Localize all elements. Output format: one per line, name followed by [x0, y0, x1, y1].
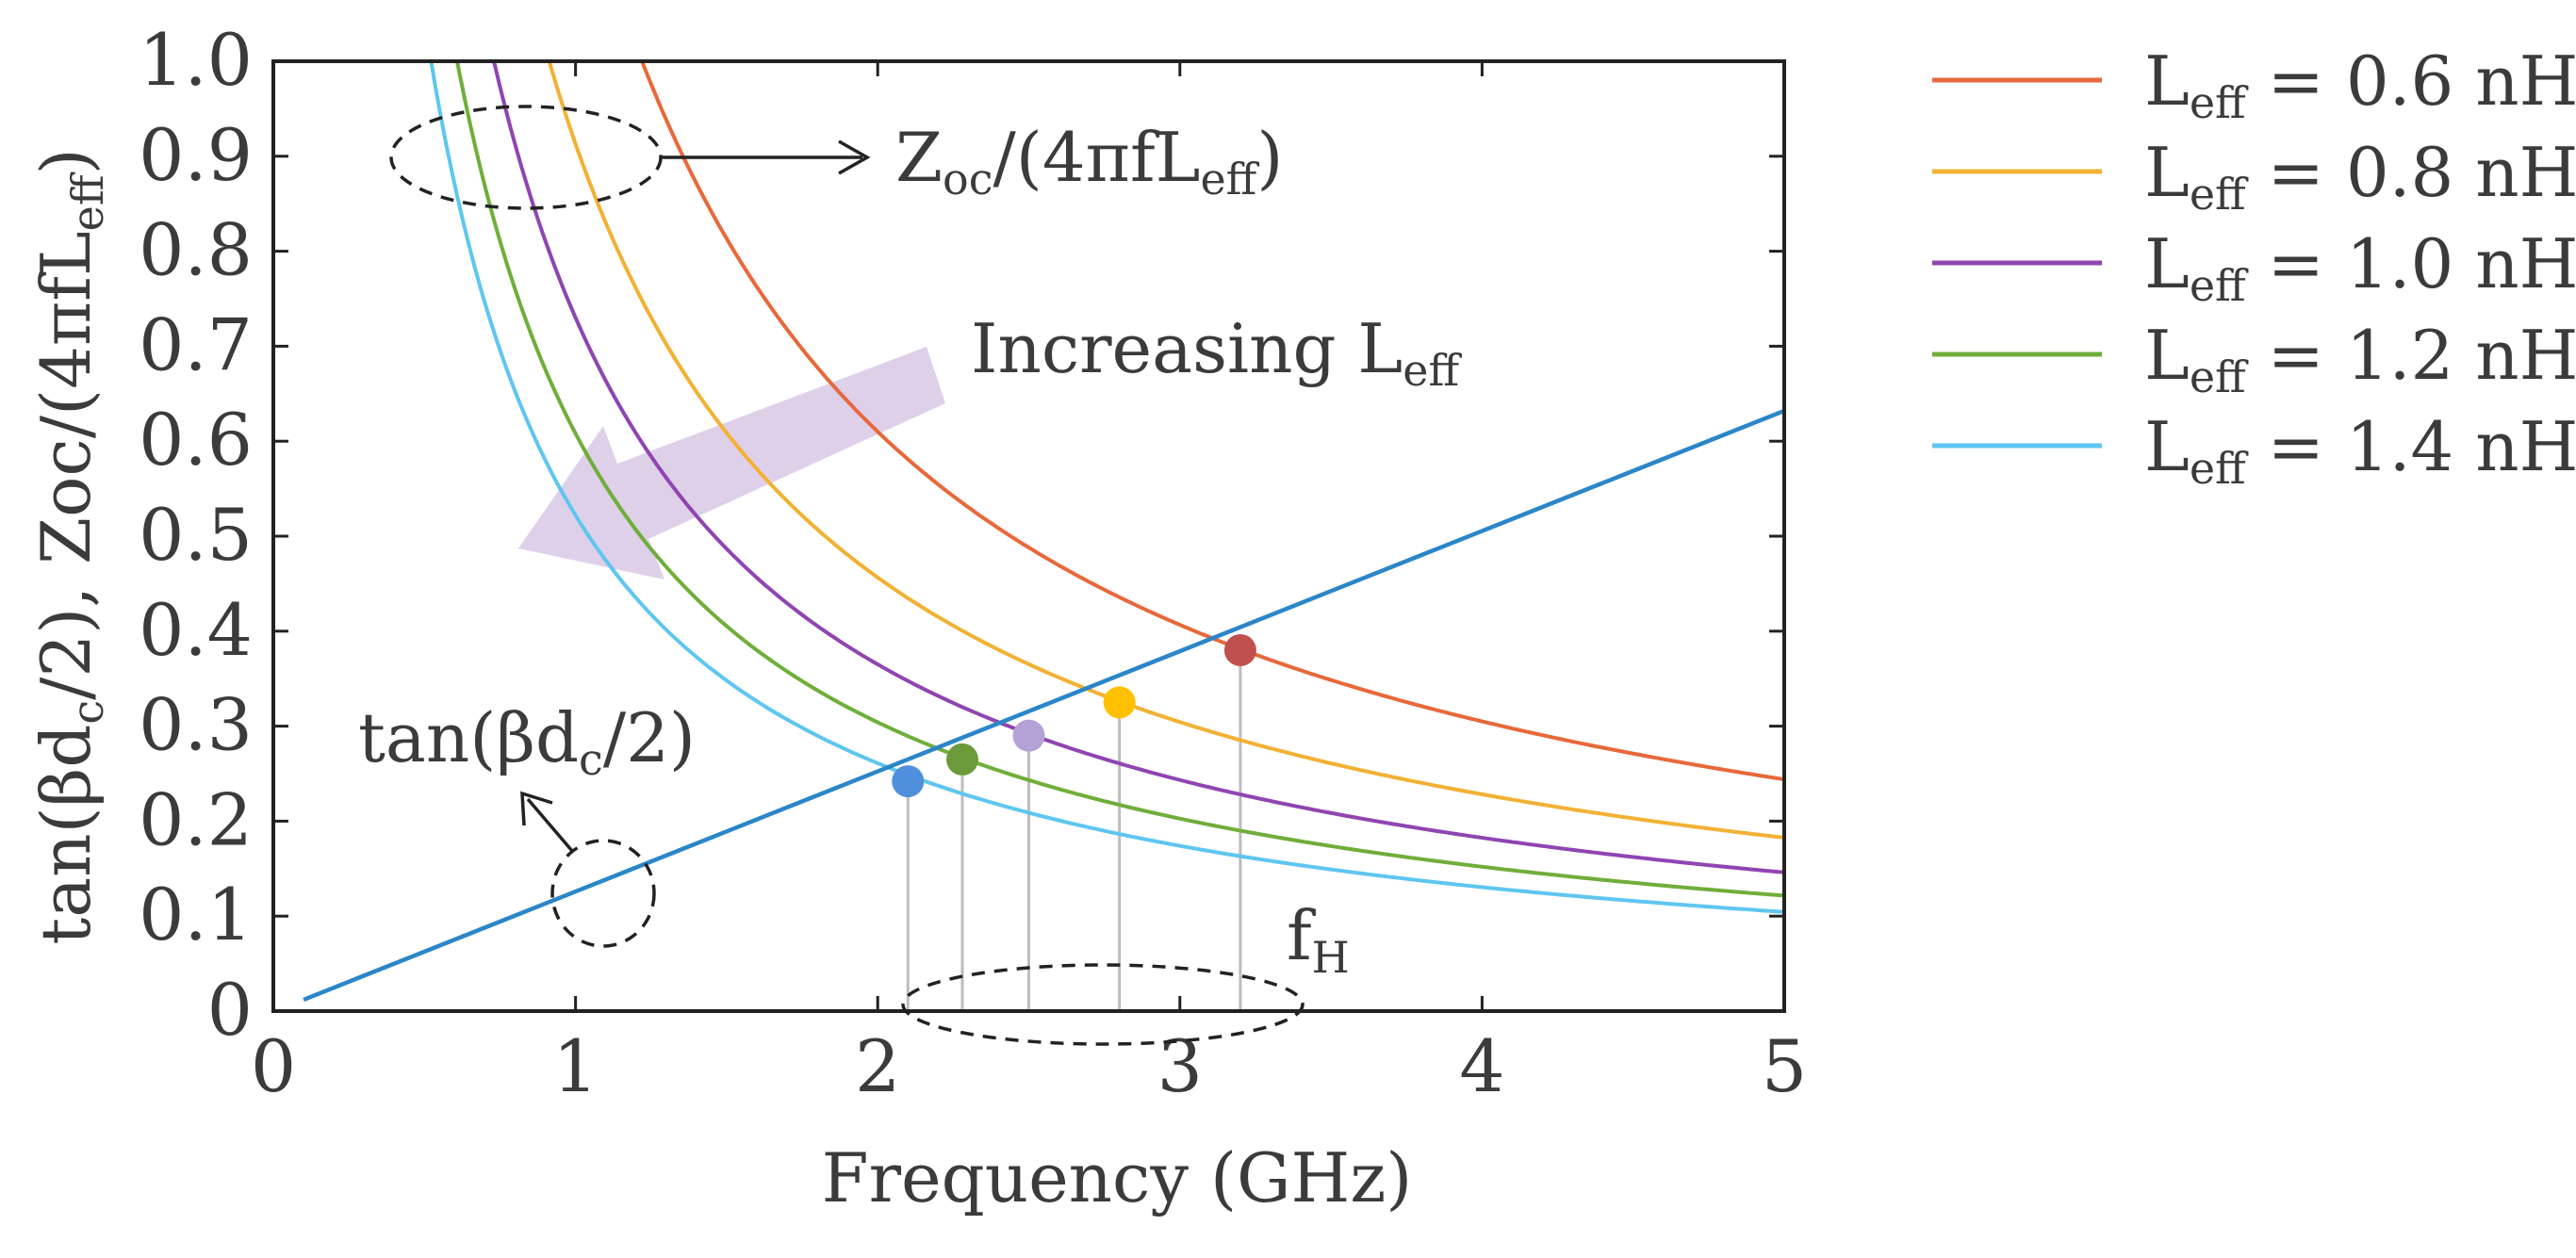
zoc-curve-3	[492, 61, 1784, 874]
zoc-curve-5	[429, 61, 1784, 914]
y-axis-label-sub1: c	[62, 700, 113, 725]
y-axis-label: tan(βdc/2), Zoc/(4πfLeff)	[26, 148, 113, 944]
legend-label-5: Leff = 1.4 nH	[2144, 407, 2576, 494]
zoc-curve-1	[640, 61, 1784, 781]
intersection-point-5	[892, 765, 925, 798]
legend-label-1: Leff = 0.6 nH	[2144, 41, 2576, 128]
y-tick-label: 0.8	[139, 208, 253, 292]
y-axis-label-sub2: eff	[62, 172, 113, 231]
y-axis-label-mid: /2), Zoc/(4πfL	[26, 231, 106, 700]
zoc-curve-4	[454, 61, 1784, 898]
y-tick-label: 0.5	[139, 493, 253, 577]
y-tick-label: 0.1	[139, 873, 253, 956]
x-tick-label: 2	[855, 1024, 900, 1108]
x-tick-label: 3	[1157, 1024, 1203, 1108]
legend-label-4: Leff = 1.2 nH	[2144, 316, 2576, 402]
x-tick-label: 0	[251, 1024, 296, 1108]
annotations-layer	[389, 105, 1304, 1046]
y-tick-label: 0.4	[139, 588, 253, 672]
tan-annotation: tan(βdc/2)	[358, 698, 696, 785]
zoc-pointer-arrowhead	[838, 139, 871, 175]
tan-pointer-arrowhead	[520, 791, 553, 826]
y-axis-label-end: )	[26, 148, 106, 174]
x-tick-label: 5	[1762, 1024, 1807, 1108]
tan-pointer-line	[526, 797, 574, 853]
y-tick-label: 0.6	[139, 398, 253, 482]
zoc-curve-2	[547, 61, 1784, 840]
x-tick-label: 4	[1459, 1024, 1504, 1108]
intersection-point-2	[1103, 686, 1136, 719]
y-tick-label: 0.3	[139, 683, 253, 767]
increasing-leff-annotation: Increasing Leff	[971, 309, 1462, 396]
y-tick-label: 0.7	[139, 302, 253, 386]
intersection-points-layer	[892, 633, 1256, 798]
intersection-point-1	[1223, 633, 1256, 666]
curves-layer	[303, 61, 1784, 1002]
y-tick-label: 1.0	[139, 18, 253, 102]
increasing-arrow-layer	[518, 347, 945, 580]
axes-layer: 0 1 2 3 4 5 0 0.1 0.2 0.3 0.4 0.5 0.6 0.7 0.8 0.9 1.0	[139, 18, 1807, 1108]
intersection-point-4	[945, 743, 978, 776]
x-axis-label: Frequency (GHz)	[822, 1138, 1413, 1217]
x-tick-label: 1	[552, 1024, 598, 1108]
legend-label-3: Leff = 1.0 nH	[2144, 224, 2576, 311]
increasing-leff-arrow	[518, 347, 945, 580]
fh-annotation: fH	[1287, 896, 1350, 983]
y-tick-label: 0.2	[139, 777, 253, 861]
fh-ellipse	[901, 963, 1304, 1046]
y-tick-label: 0.9	[139, 113, 253, 197]
y-tick-label: 0	[207, 968, 253, 1052]
tan-ellipse	[550, 839, 656, 948]
zoc-ellipse	[389, 105, 663, 210]
legend-label-2: Leff = 0.8 nH	[2144, 133, 2576, 220]
y-axis-label-main: tan(βd	[26, 725, 106, 945]
tan-line	[303, 408, 1784, 1002]
intersection-point-3	[1012, 719, 1045, 752]
zoc-annotation: Zoc/(4πfLeff)	[895, 118, 1283, 204]
